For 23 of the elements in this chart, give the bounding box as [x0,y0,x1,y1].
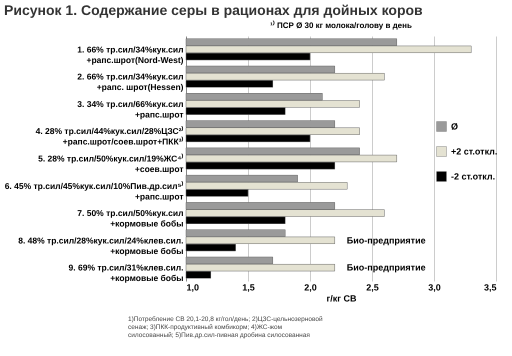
x-tick-label: 1,0 [186,282,200,292]
y-tick-label: 9. 69% тр.сил/31%клев.сил. +кормовые бобы [68,262,184,284]
x-tick-label: 2,5 [366,282,379,292]
chart-title: Рисунок 1. Содержание серы в рационах для дойных коров [4,2,423,18]
y-tick-label: 2. 66% тр.сил/34%кук.сил +рапс. шрот(Hessen) [77,72,184,92]
y-tick-label: 1. 66% тр.сил/34%кук.сил +рапс.шрот(Nord-West) [77,44,184,65]
annotation: Био-предприятие [346,262,426,273]
x-tick-label: 2,0 [304,282,317,292]
x-tick-label: 3,5 [484,282,496,292]
x-axis-title: г/кг СВ [326,294,357,304]
legend-label: Ø [451,122,458,132]
x-tick-label: 1,5 [242,282,255,292]
y-tick-label: 8. 48% тр.сил/28%кук.сил/24%клев.сил. +кормовые бобы [18,235,184,256]
y-tick-label: 7. 50% тр.сил/50%кук.сил +кормовые бобы [77,208,184,229]
x-tick-label: 3,0 [428,282,441,292]
y-tick-label: 3. 34% тр.сил/66%кук.сил +рапс.шрот [77,98,184,120]
legend-label: -2 ст.откл. [451,172,496,182]
y-tick-label: 6. 45% тр.сил/45%кук.сил/10%Пив.др.сил⁵⁾ +рапс.шрот [4,180,184,202]
annotation: Био-предприятие [346,235,426,246]
legend-label: +2 ст.откл. [451,146,498,156]
y-tick-label: 4. 28% тр.сил/44%кук.сил/28%ЦЗС²⁾ +рапс.шрот/соев.шрот+ПКК³⁾ [36,126,184,147]
chart-subtitle: ¹⁾ ПСР Ø 30 кг молока/голову в день [270,20,412,30]
y-tick-label: 5. 28% тр.сил/50%кук.сил/19%ЖС⁴⁾ +соев.шрот [38,154,184,174]
